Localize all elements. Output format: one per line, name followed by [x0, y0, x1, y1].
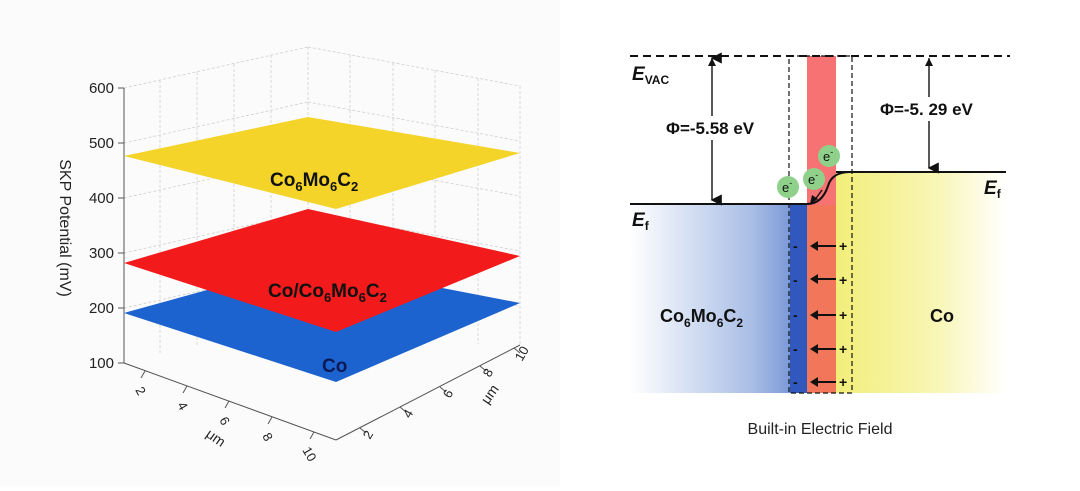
y-tick-6: 6: [440, 387, 457, 401]
x-tick-4: 4: [174, 399, 191, 413]
interface-band-lower: [807, 205, 836, 393]
plane-label-co6mo6c2: Co6Mo6C2: [270, 170, 358, 194]
block-co: [836, 172, 1006, 393]
y-axis-title: μm: [477, 381, 501, 406]
charge-minus-3: -: [793, 307, 798, 323]
electron-2: e-: [803, 168, 825, 190]
x-axis-title: μm: [203, 425, 228, 449]
x-tick-10: 10: [299, 444, 319, 464]
built-in-field-arrows: [816, 245, 836, 383]
charge-minus-1: -: [793, 238, 798, 254]
built-in-field-caption: Built-in Electric Field: [748, 421, 893, 438]
electron-flow-arrowhead: [810, 195, 818, 204]
band-diagram-svg: EVAC Ef Ef Φ=-5.58 eV Φ=-5. 29 eV e- e- …: [630, 52, 1010, 438]
material-label-co6mo6c2: Co6Mo6C2: [660, 306, 743, 330]
evac-label: EVAC: [632, 64, 669, 87]
plane-co-co6mo6c2: [124, 209, 520, 332]
built-in-field-arrowheads: [810, 241, 818, 387]
skp-3d-plot: Co6Mo6C2 Co/Co6Mo6C2 Co 600 500 400 300 …: [56, 46, 532, 465]
y-tick-10: 10: [512, 343, 532, 363]
z-tick-500: 500: [89, 135, 114, 152]
charge-minus-2: -: [793, 272, 798, 288]
skp-plot-svg: Co6Mo6C2 Co/Co6Mo6C2 Co 600 500 400 300 …: [56, 46, 532, 464]
ef-label-left: Ef: [632, 210, 650, 233]
charge-minus-4: -: [793, 341, 798, 357]
material-label-co: Co: [930, 306, 954, 326]
charge-plus-1: +: [839, 238, 847, 254]
z-tick-300: 300: [89, 245, 114, 262]
x-tick-6: 6: [216, 414, 233, 428]
plane-label-co-co6mo6c2: Co/Co6Mo6C2: [268, 281, 387, 305]
z-tick-200: 200: [89, 300, 114, 317]
phi-left-label-bg: [660, 116, 764, 140]
x-tick-8: 8: [259, 430, 276, 444]
phi-right-label-bg: [876, 97, 988, 121]
x-tick-2: 2: [132, 384, 149, 398]
charge-minus-5: -: [793, 374, 798, 390]
ef-label-right: Ef: [984, 178, 1002, 201]
depletion-left-dark: [790, 205, 807, 393]
y-tick-8: 8: [480, 366, 497, 380]
svg-text:e-: e-: [823, 147, 833, 164]
plane-label-co: Co: [322, 356, 347, 377]
electron-1: e-: [818, 145, 840, 167]
fermi-level-bend: [806, 171, 851, 205]
z-axis-title: SKP Potential (mV): [56, 159, 73, 297]
charge-plus-2: +: [839, 272, 847, 288]
charge-plus-5: +: [839, 374, 847, 390]
x-axis-ticks: [140, 370, 315, 440]
phi-right-arrowhead-top: [925, 58, 933, 66]
electron-3: e-: [777, 176, 799, 198]
svg-text:e-: e-: [782, 178, 792, 195]
svg-text:e-: e-: [808, 170, 818, 187]
y-axis-ticks: [359, 347, 521, 434]
z-tick-400: 400: [89, 190, 114, 207]
z-tick-600: 600: [89, 80, 114, 97]
z-tick-100: 100: [89, 355, 114, 372]
y-tick-2: 2: [360, 428, 377, 442]
phi-left-label: Φ=-5.58 eV: [666, 119, 755, 138]
plane-co6mo6c2: [124, 117, 520, 209]
charge-plus-3: +: [839, 307, 847, 323]
phi-left-arrowhead-top: [708, 58, 716, 66]
z-axis: [118, 87, 124, 364]
band-diagram: EVAC Ef Ef Φ=-5.58 eV Φ=-5. 29 eV e- e- …: [560, 0, 1080, 486]
phi-right-label: Φ=-5. 29 eV: [880, 100, 974, 119]
y-tick-4: 4: [400, 407, 417, 421]
charge-plus-4: +: [839, 341, 847, 357]
plot-frame: [123, 88, 521, 441]
